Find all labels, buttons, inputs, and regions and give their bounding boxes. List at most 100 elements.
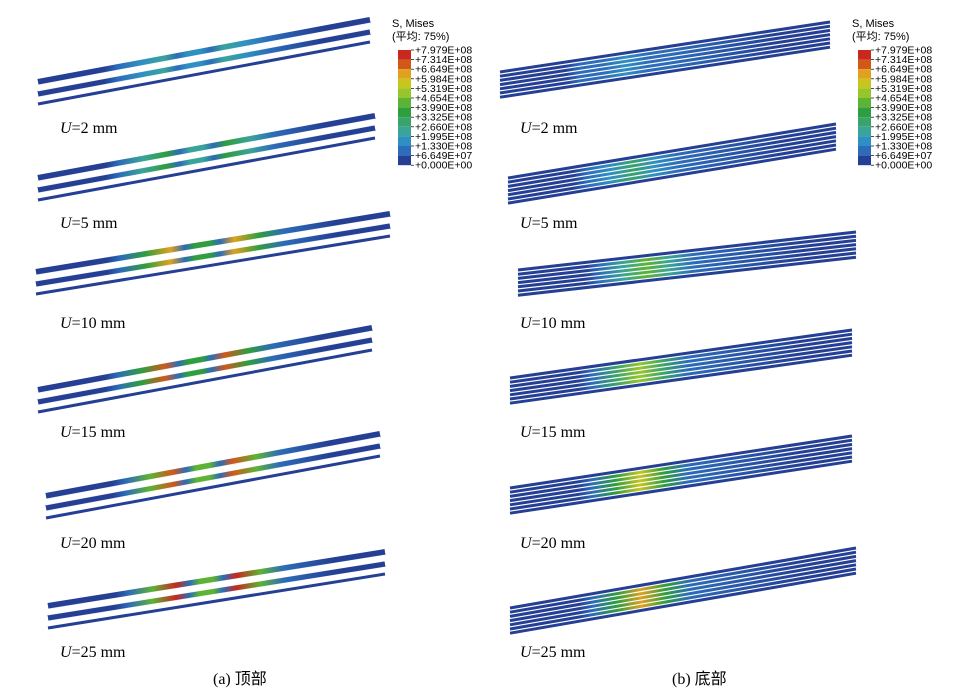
strand-bottom-5-0 <box>509 546 857 610</box>
wire-model-bottom-1 <box>507 122 837 205</box>
legend-subtitle-top: (平均: 75%) <box>392 30 449 43</box>
legend-swatch-top-6 <box>398 107 411 118</box>
legend-tick-top-7: +3.325E+08 <box>415 112 472 124</box>
strand-top-0-2 <box>37 40 371 106</box>
strand-bottom-0-0 <box>499 20 831 74</box>
strand-bottom-1-3 <box>507 135 837 193</box>
legend-swatch-top-7 <box>398 117 411 127</box>
legend-swatch-bottom-3 <box>858 78 871 89</box>
u-label-bottom-4: U=20 mm <box>520 535 586 552</box>
legend-swatch-bottom-10 <box>858 146 871 156</box>
strand-gap-top-4-2 <box>45 448 381 512</box>
wire-model-top-5 <box>47 549 386 630</box>
strand-top-4-2 <box>45 454 381 520</box>
strand-bottom-0-5 <box>499 41 831 95</box>
strand-bottom-1-5 <box>507 143 837 201</box>
strand-bottom-0-4 <box>499 37 831 91</box>
legend-swatch-top-11 <box>398 155 411 166</box>
legend-tick-top-0: +7.979E+08 <box>415 45 472 57</box>
strand-bottom-2-0 <box>517 230 857 272</box>
strand-bottom-4-5 <box>509 455 853 511</box>
strand-bottom-2-1 <box>517 234 857 276</box>
legend-tick-bottom-12: +0.000E+00 <box>875 160 932 172</box>
strand-top-3-2 <box>37 348 373 414</box>
strand-bottom-1-1 <box>507 126 837 184</box>
legend-tick-bottom-9: +1.995E+08 <box>875 131 932 143</box>
legend-tick-top-2: +6.649E+08 <box>415 64 472 76</box>
strand-bottom-4-3 <box>509 447 853 503</box>
strand-top-5-1 <box>47 561 386 621</box>
u-label-bottom-1: U=5 mm <box>520 215 578 232</box>
u-label-top-3: U=15 mm <box>60 424 126 441</box>
strand-gap-top-2-0 <box>35 216 391 276</box>
legend-tick-bottom-8: +2.660E+08 <box>875 121 932 133</box>
strand-top-5-2 <box>47 572 386 630</box>
strand-top-2-1 <box>35 223 391 287</box>
strand-gap-top-3-1 <box>37 336 373 400</box>
strand-gap-top-1-1 <box>37 124 376 188</box>
legend-tick-bottom-0: +7.979E+08 <box>875 45 932 57</box>
legend-title-bottom: S, Mises <box>852 18 895 30</box>
wire-model-top-4 <box>45 431 381 520</box>
legend-tick-bottom-4: +5.319E+08 <box>875 83 932 95</box>
caption-bottom: (b) 底部 <box>672 670 727 688</box>
u-label-bottom-5: U=25 mm <box>520 644 586 661</box>
legend-tick-bottom-6: +3.990E+08 <box>875 102 932 114</box>
legend-tick-top-10: +1.330E+08 <box>415 141 472 153</box>
strand-bottom-0-6 <box>499 45 831 99</box>
legend-tick-top-4: +5.319E+08 <box>415 83 472 95</box>
strand-bottom-0-1 <box>499 24 831 78</box>
legend-subtitle-bottom: (平均: 75%) <box>852 30 909 43</box>
strand-bottom-4-6 <box>509 459 853 515</box>
wire-model-top-3 <box>37 325 373 414</box>
u-label-bottom-3: U=15 mm <box>520 424 586 441</box>
strand-top-1-1 <box>37 125 376 193</box>
strand-gap-top-0-1 <box>37 28 371 92</box>
strand-gap-top-0-2 <box>37 34 371 98</box>
legend-tick-top-12: +0.000E+00 <box>415 160 472 172</box>
strand-bottom-0-3 <box>499 33 831 87</box>
wire-model-bottom-5 <box>509 546 857 635</box>
wire-model-top-1 <box>37 113 376 202</box>
strand-bottom-1-6 <box>507 147 837 205</box>
legend-swatch-top-5 <box>398 98 411 108</box>
wire-model-bottom-2 <box>517 230 857 297</box>
strand-bottom-1-0 <box>507 122 837 180</box>
strand-bottom-5-5 <box>509 567 857 631</box>
legend-swatch-top-3 <box>398 78 411 89</box>
legend-tick-top-8: +2.660E+08 <box>415 121 472 133</box>
legend-tick-bottom-7: +3.325E+08 <box>875 112 932 124</box>
strand-gap-top-4-1 <box>45 442 381 506</box>
legend-swatch-top-9 <box>398 136 411 146</box>
strand-bottom-4-4 <box>509 451 853 507</box>
strand-top-5-0 <box>47 549 386 609</box>
strand-top-1-0 <box>37 113 376 181</box>
legend-swatch-top-10 <box>398 146 411 156</box>
strand-bottom-5-2 <box>509 554 857 618</box>
strand-bottom-4-0 <box>509 434 853 490</box>
strand-bottom-2-3 <box>517 243 857 285</box>
legend-top: S, Mises (平均: 75%) +7.979E+08+7.314E+08+… <box>392 18 472 172</box>
legend-tick-top-5: +4.654E+08 <box>415 93 472 105</box>
strand-gap-top-1-2 <box>37 130 376 194</box>
strand-bottom-3-2 <box>509 336 853 388</box>
panel-bottom: U=2 mm U=5 mm U=10 mm U=15 mm U=20 mm U=… <box>499 20 857 688</box>
strand-bottom-2-4 <box>517 247 857 289</box>
wire-model-top-2 <box>35 211 391 296</box>
strand-bottom-3-0 <box>509 328 853 380</box>
u-label-bottom-0: U=2 mm <box>520 120 578 137</box>
strand-gap-top-2-2 <box>35 228 391 288</box>
legend-tick-bottom-5: +4.654E+08 <box>875 93 932 105</box>
legend-tick-bottom-11: +6.649E+07 <box>875 150 932 162</box>
strand-top-0-0 <box>37 17 371 85</box>
u-label-top-5: U=25 mm <box>60 644 126 661</box>
legend-swatch-bottom-7 <box>858 117 871 127</box>
legend-tick-top-1: +7.314E+08 <box>415 54 472 66</box>
strand-top-4-1 <box>45 443 381 511</box>
strand-top-0-1 <box>37 29 371 97</box>
legend-swatch-bottom-11 <box>858 155 871 166</box>
strand-gap-top-5-0 <box>47 554 386 610</box>
legend-swatch-bottom-2 <box>858 69 871 79</box>
strand-gap-top-5-2 <box>47 566 386 622</box>
